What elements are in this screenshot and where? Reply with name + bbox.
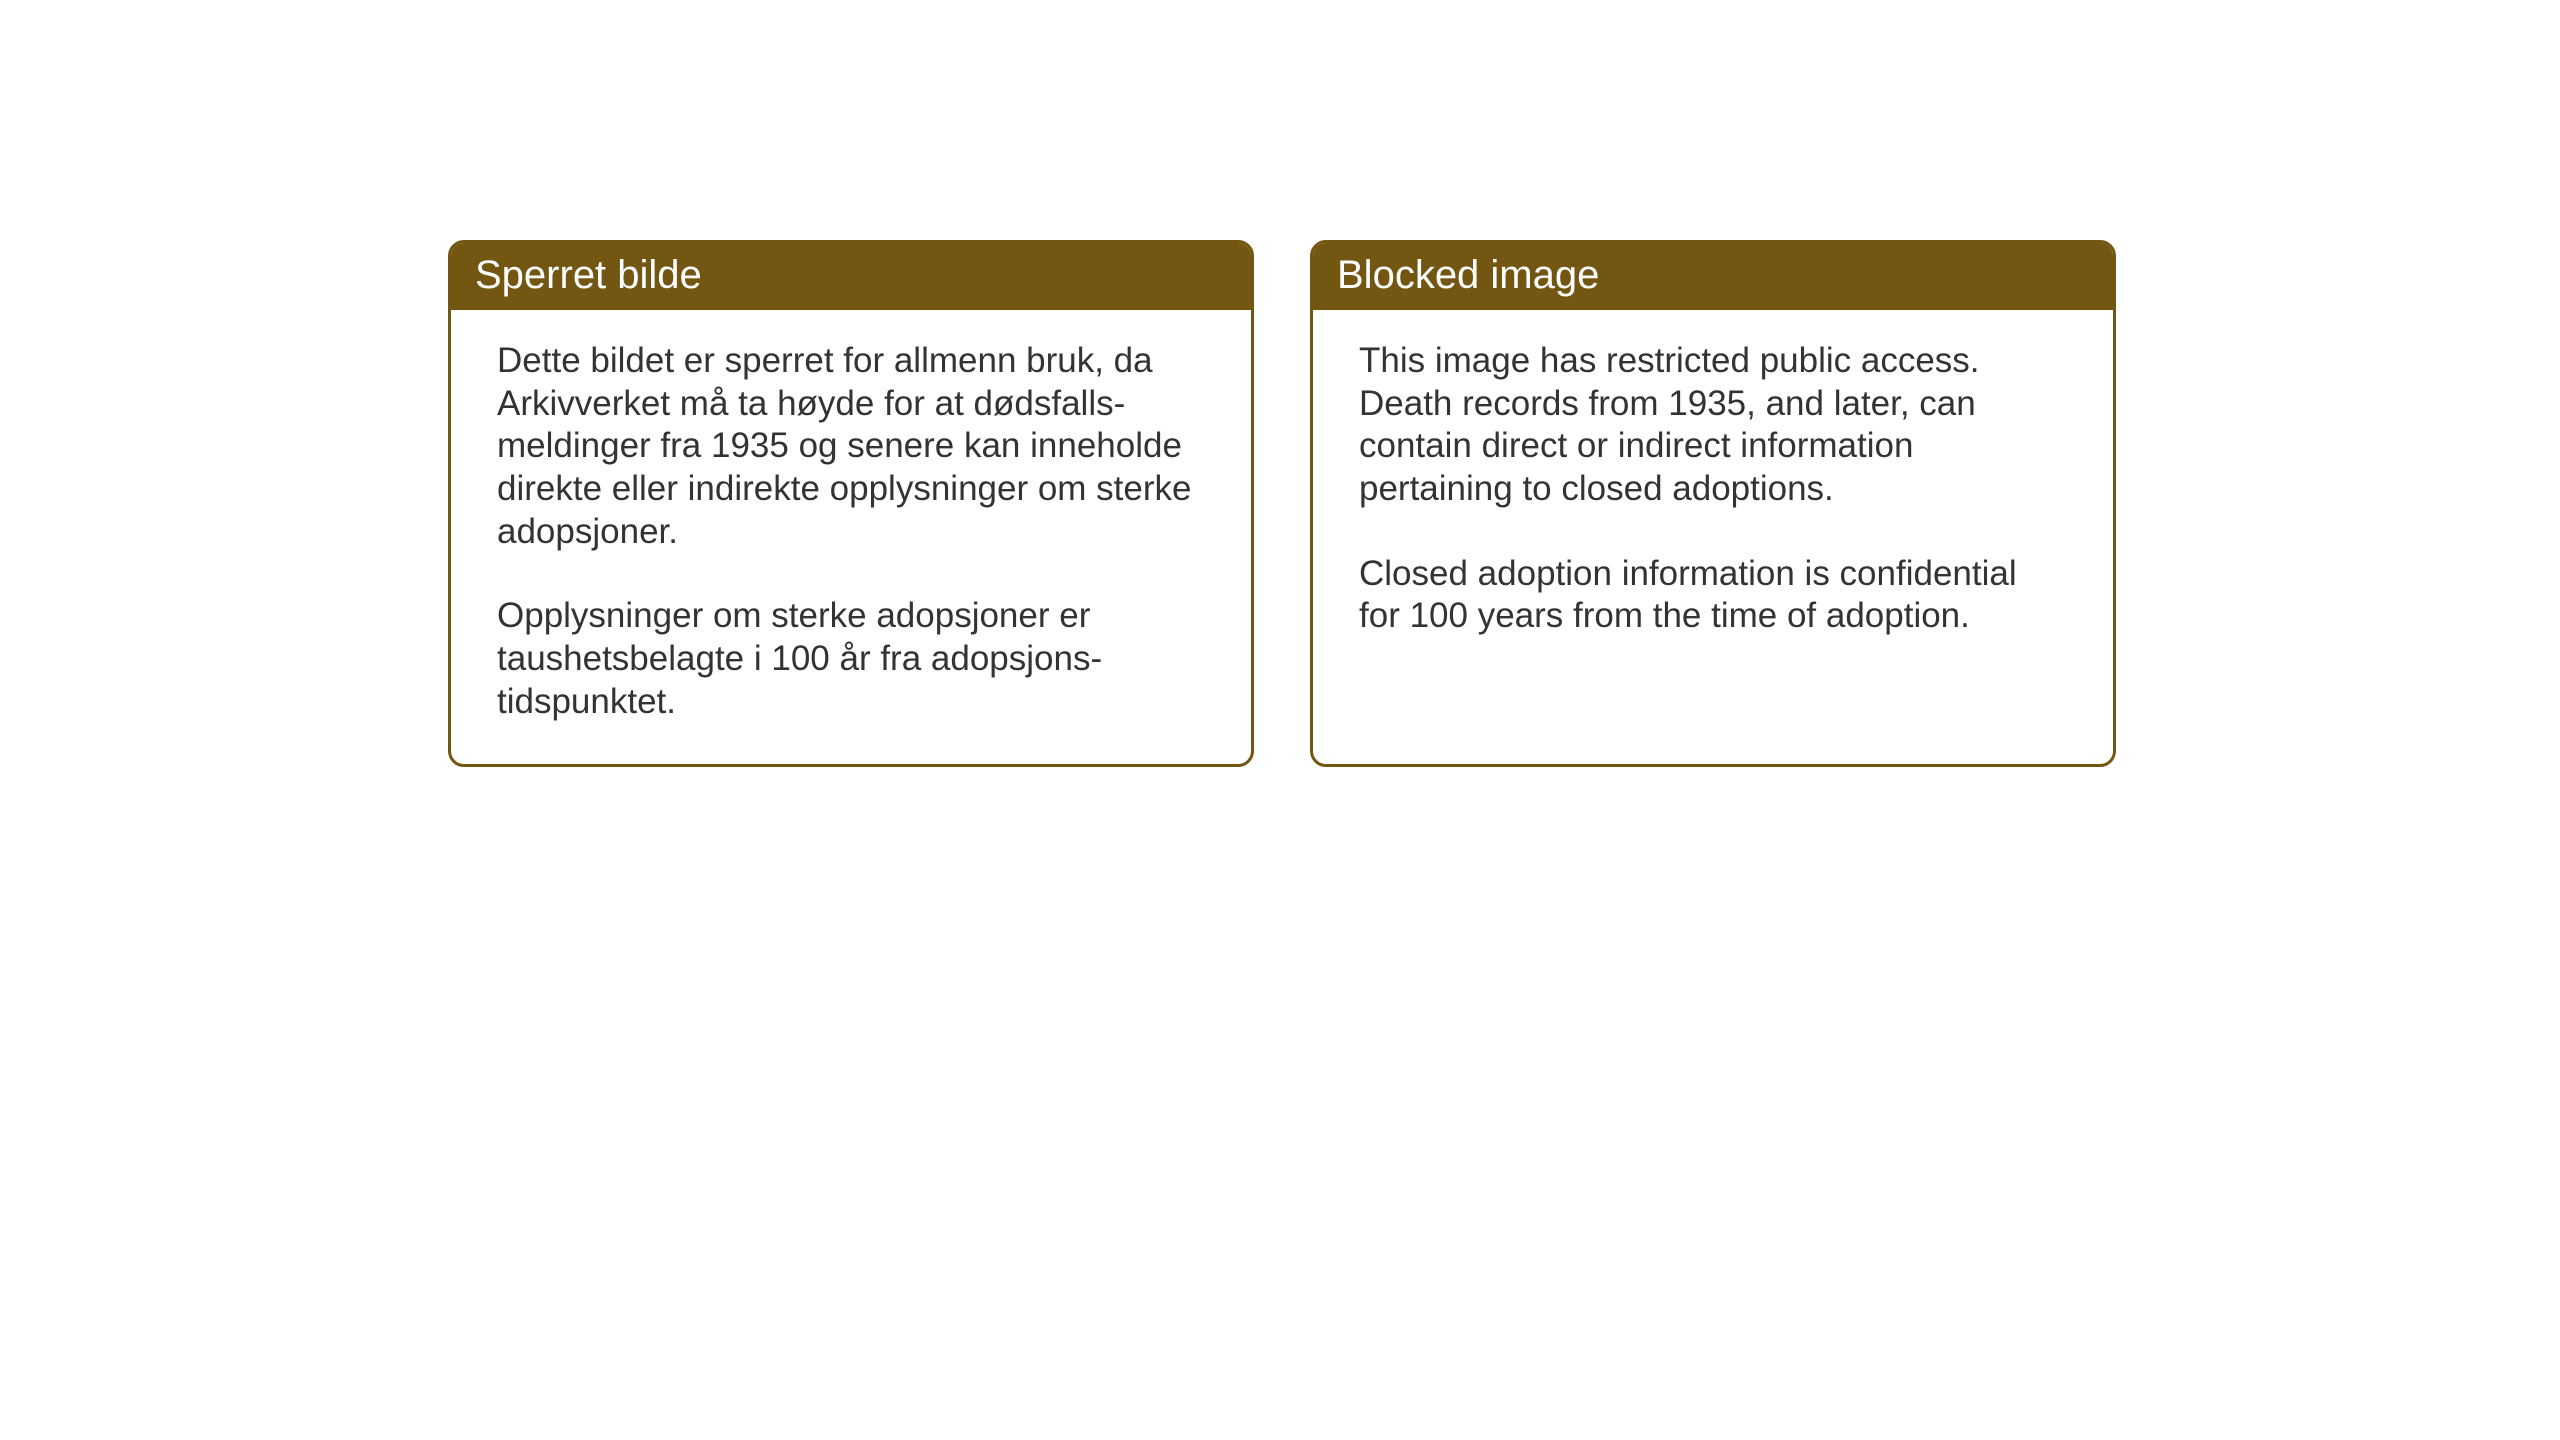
card-paragraph: Closed adoption information is confident… <box>1359 553 2067 638</box>
card-body-english: This image has restricted public access.… <box>1313 310 2113 690</box>
card-title-english: Blocked image <box>1313 243 2113 310</box>
card-title-norwegian: Sperret bilde <box>451 243 1251 310</box>
card-body-norwegian: Dette bildet er sperret for allmenn bruk… <box>451 310 1251 764</box>
card-paragraph: This image has restricted public access.… <box>1359 340 2067 511</box>
card-paragraph: Dette bildet er sperret for allmenn bruk… <box>497 340 1205 553</box>
notice-container: Sperret bilde Dette bildet er sperret fo… <box>448 240 2116 767</box>
notice-card-english: Blocked image This image has restricted … <box>1310 240 2116 767</box>
notice-card-norwegian: Sperret bilde Dette bildet er sperret fo… <box>448 240 1254 767</box>
card-paragraph: Opplysninger om sterke adopsjoner er tau… <box>497 595 1205 723</box>
